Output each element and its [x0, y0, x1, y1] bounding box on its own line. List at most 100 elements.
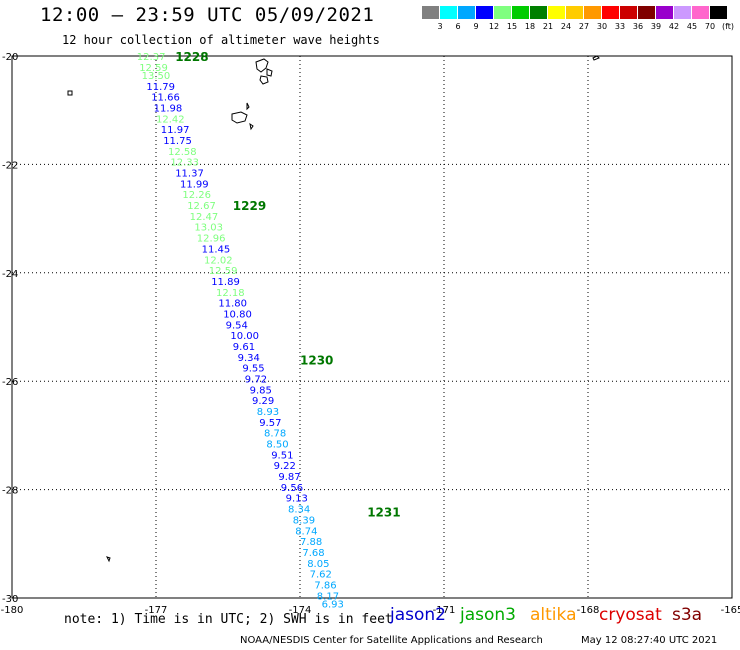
x-tick-label: -177	[145, 605, 168, 616]
swh-value: 8.34	[288, 505, 310, 516]
y-tick-label: -30	[2, 594, 18, 605]
colorbar-swatch	[476, 6, 493, 19]
island-outline	[231, 111, 248, 124]
colorbar-label: 27	[578, 22, 590, 31]
x-tick-label: -180	[1, 605, 24, 616]
swh-value: 12.18	[216, 288, 245, 299]
swh-value: 13.50	[142, 71, 171, 82]
satellite-name: jason3	[460, 605, 516, 625]
swh-value: 10.80	[223, 309, 252, 320]
swh-value: 12.58	[168, 147, 197, 158]
swh-value: 9.54	[226, 320, 248, 331]
credit-line: NOAA/NESDIS Center for Satellite Applica…	[240, 635, 543, 646]
swh-points: 12.3712.5913.5011.7911.6611.9812.4211.97…	[137, 52, 344, 610]
swh-value: 11.45	[202, 244, 231, 255]
swh-value: 9.87	[278, 472, 300, 483]
colorbar-swatch	[530, 6, 547, 19]
swh-value: 9.51	[271, 450, 293, 461]
swh-value: 12.47	[190, 212, 219, 223]
x-tick-label: -174	[289, 605, 312, 616]
island-outline	[106, 556, 111, 563]
x-tick-label: -171	[433, 605, 456, 616]
swh-value: 8.05	[307, 559, 329, 570]
swh-value: 9.55	[242, 364, 264, 375]
swh-value: 9.56	[281, 483, 303, 494]
swh-value: 11.37	[175, 169, 204, 180]
swh-value: 8.93	[257, 407, 279, 418]
swh-value: 12.59	[139, 63, 168, 74]
colorbar-swatch	[440, 6, 457, 19]
swh-value: 12.02	[204, 255, 233, 266]
colorbar-label: 24	[560, 22, 572, 31]
swh-value: 9.34	[238, 353, 260, 364]
swh-value: 8.17	[317, 591, 339, 602]
colorbar-swatch	[656, 6, 673, 19]
swh-value: 9.29	[252, 396, 274, 407]
swh-value: 12.67	[187, 201, 216, 212]
pass-time-label: 1230	[300, 354, 333, 368]
swh-value: 13.03	[194, 223, 223, 234]
colorbar-label: 36	[632, 22, 644, 31]
island-outline	[592, 55, 600, 61]
swh-value: 12.59	[209, 266, 238, 277]
swh-value: 12.37	[137, 52, 166, 63]
island-outline	[249, 122, 254, 131]
pass-time-label: 1228	[175, 50, 208, 64]
island-outline	[266, 68, 273, 77]
colorbar-swatch	[692, 6, 709, 19]
swh-value: 9.22	[274, 461, 296, 472]
page-subtitle: 12 hour collection of altimeter wave hei…	[62, 33, 380, 47]
satellite-name: jason2	[390, 605, 446, 625]
colorbar-label: 9	[473, 22, 479, 31]
swh-value: 7.88	[300, 537, 322, 548]
colorbar-label: 30	[596, 22, 608, 31]
colorbar-label: 42	[668, 22, 680, 31]
swh-value: 8.50	[266, 440, 288, 451]
swh-value: 7.68	[302, 548, 324, 559]
colorbar-swatch	[566, 6, 583, 19]
swh-value: 11.97	[161, 125, 190, 136]
swh-value: 11.80	[218, 299, 247, 310]
plot-frame	[11, 55, 733, 599]
colorbar-swatch	[512, 6, 529, 19]
colorbar-swatch	[494, 6, 511, 19]
swh-value: 12.26	[182, 190, 211, 201]
y-tick-label: -24	[2, 269, 18, 280]
swh-value: 10.00	[230, 331, 259, 342]
swh-value: 9.13	[286, 494, 308, 505]
island-outline	[67, 90, 73, 96]
page-title: 12:00 — 23:59 UTC 05/09/2021	[40, 4, 375, 26]
satellite-name: altika	[530, 605, 577, 625]
swh-value: 8.78	[264, 429, 286, 440]
island-outline	[246, 102, 250, 111]
colorbar-swatch	[422, 6, 439, 19]
colorbar-label: 45	[686, 22, 698, 31]
swh-value: 9.85	[250, 385, 272, 396]
swh-value: 7.62	[310, 570, 332, 581]
island-outline	[255, 58, 269, 73]
x-tick-label: -168	[577, 605, 600, 616]
swh-value: 11.75	[163, 136, 192, 147]
swh-value: 7.86	[314, 580, 336, 591]
colorbar-swatch	[458, 6, 475, 19]
y-tick-label: -26	[2, 377, 18, 388]
island-outline	[259, 75, 269, 85]
pass-time-label: 1231	[367, 505, 400, 519]
swh-value: 11.99	[180, 179, 209, 190]
satellite-name: s3a	[672, 605, 703, 625]
swh-value: 9.72	[245, 374, 267, 385]
swh-value: 9.61	[233, 342, 255, 353]
colorbar-swatch	[638, 6, 655, 19]
pass-time-labels: 1228 1229 1230 1231	[175, 50, 400, 519]
colorbar-label: 3	[437, 22, 443, 31]
y-tick-label: -22	[2, 160, 18, 171]
colorbar-swatch	[548, 6, 565, 19]
land-outlines	[67, 55, 600, 563]
colorbar-swatch	[602, 6, 619, 19]
swh-value: 9.57	[259, 418, 281, 429]
colorbar-label: 6	[455, 22, 461, 31]
colorbar-swatch	[620, 6, 637, 19]
swh-value: 11.66	[151, 93, 180, 104]
colorbar-swatch	[710, 6, 727, 19]
